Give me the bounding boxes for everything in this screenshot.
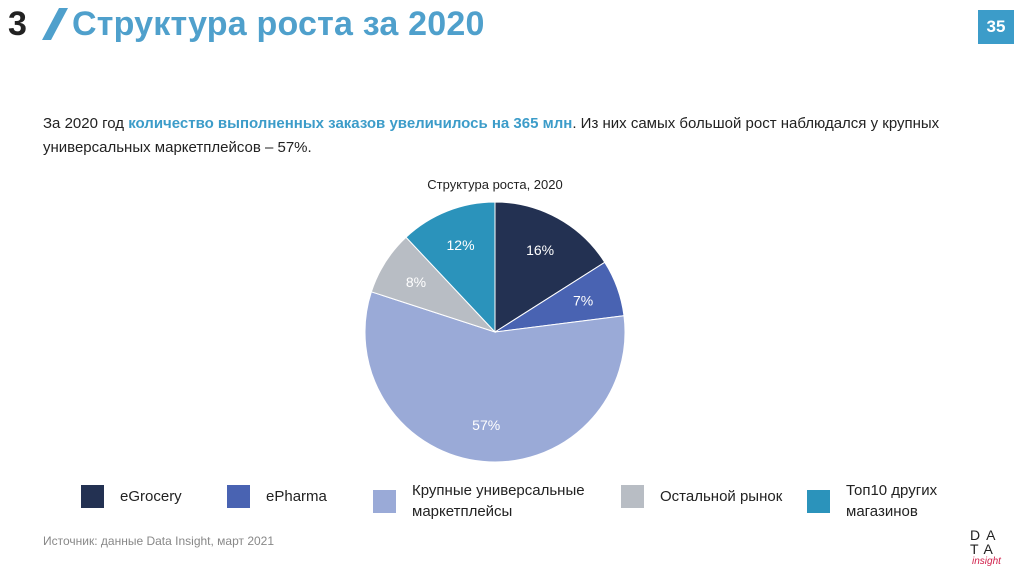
intro-text: За 2020 год количество выполненных заказ… xyxy=(43,112,943,160)
pie-label-3: 8% xyxy=(406,274,426,290)
data-insight-logo: DA TA insight xyxy=(958,528,1014,568)
intro-highlight: количество выполненных заказов увеличило… xyxy=(128,115,573,132)
logo-line3: insight xyxy=(972,556,1001,567)
chart-title: Структура роста, 2020 xyxy=(427,177,563,192)
legend-label-marketplaces: Крупные универсальные маркетплейсы xyxy=(412,482,585,520)
pie-label-1: 7% xyxy=(573,292,593,308)
pie-slice-4 xyxy=(405,201,496,334)
slide-header: 3 Структура роста за 2020 xyxy=(8,0,485,48)
source-note: Источник: данные Data Insight, март 2021 xyxy=(43,534,275,548)
section-number: 3 xyxy=(8,4,27,43)
legend-label-other-market: Остальной рынок xyxy=(660,488,783,505)
legend-swatch-other-market xyxy=(621,485,644,508)
slash-icon xyxy=(42,8,68,40)
pie-label-2: 57% xyxy=(472,417,500,433)
logo-line2: TA xyxy=(970,541,999,557)
intro-part2: . Из них самых большой рост наблюдался у… xyxy=(43,115,940,156)
legend-item-egrocery: eGrocery xyxy=(81,485,182,508)
legend-swatch-egrocery xyxy=(81,485,104,508)
pie-slice-2 xyxy=(364,291,626,463)
legend-item-marketplaces: Крупные универсальные маркетплейсы xyxy=(373,480,612,522)
legend-label-top10: Топ10 других магазинов xyxy=(846,482,938,520)
page-number-badge: 35 xyxy=(978,10,1014,44)
legend-swatch-epharma xyxy=(227,485,250,508)
legend-item-other-market: Остальной рынок xyxy=(621,485,782,508)
legend-label-egrocery: eGrocery xyxy=(120,488,182,505)
legend-item-epharma: ePharma xyxy=(227,485,327,508)
legend-swatch-top10 xyxy=(807,489,830,513)
pie-label-0: 16% xyxy=(526,242,554,258)
legend-item-top10: Топ10 других магазинов xyxy=(807,480,956,522)
chart-legend: eGrocery ePharma Крупные универсальные м… xyxy=(0,478,1024,526)
logo-line1: DA xyxy=(970,527,1002,543)
legend-label-epharma: ePharma xyxy=(266,488,327,505)
page-title: Структура роста за 2020 xyxy=(72,4,485,43)
intro-part1: За 2020 год xyxy=(43,115,129,132)
pie-slice-0 xyxy=(494,201,606,333)
legend-swatch-marketplaces xyxy=(373,489,396,513)
pie-label-4: 12% xyxy=(447,237,475,253)
